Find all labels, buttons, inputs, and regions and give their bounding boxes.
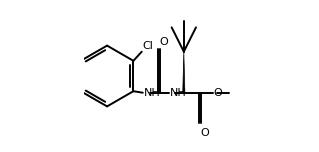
Text: Cl: Cl [143,41,153,51]
Text: NH: NH [144,88,160,98]
Text: NH: NH [169,88,186,98]
Text: O: O [213,88,222,98]
Text: O: O [160,37,168,47]
Text: O: O [201,128,209,138]
Polygon shape [183,52,185,93]
